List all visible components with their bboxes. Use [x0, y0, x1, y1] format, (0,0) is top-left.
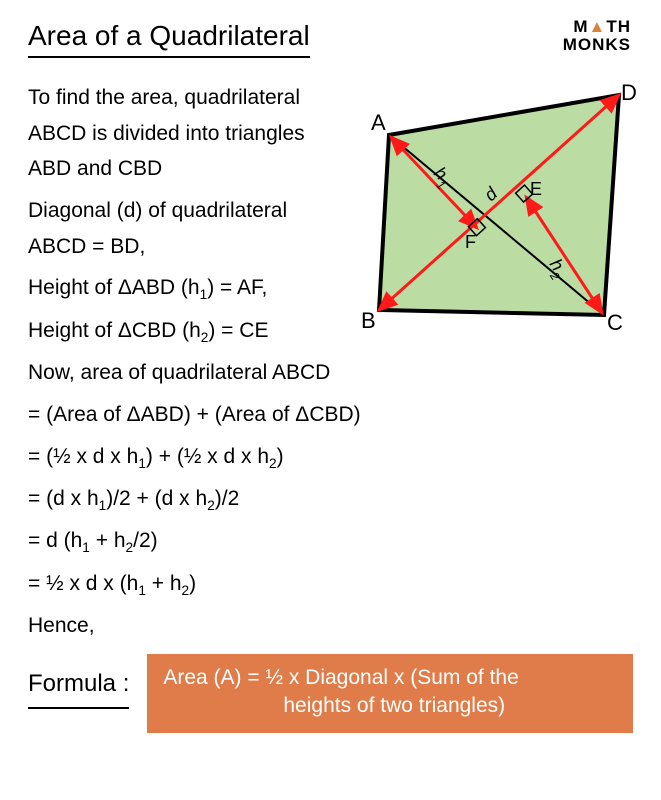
svg-text:D: D	[621, 80, 637, 105]
svg-text:B: B	[361, 308, 376, 333]
formula-line2: heights of two triangles)	[163, 692, 617, 720]
eq4: = d (h1 + h2/2)	[28, 523, 633, 559]
eq1: = (Area of ΔABD) + (Area of ΔCBD)	[28, 397, 633, 433]
page-title: Area of a Quadrilateral	[28, 20, 310, 58]
logo: M▲TH MONKS	[563, 18, 631, 54]
svg-text:F: F	[465, 232, 476, 252]
formula-box: Area (A) = ½ x Diagonal x (Sum of the he…	[147, 654, 633, 733]
logo-triangle-icon: ▲	[589, 17, 607, 36]
formula-line1: Area (A) = ½ x Diagonal x (Sum of the	[163, 664, 617, 692]
eq5: = ½ x d x (h1 + h2)	[28, 566, 633, 602]
diagonal-text: Diagonal (d) of quadrilateral ABCD = BD,	[28, 193, 348, 264]
eq2: = (½ x d x h1) + (½ x d x h2)	[28, 439, 633, 475]
intro-text: To find the area, quadrilateral ABCD is …	[28, 80, 328, 187]
formula-label: Formula :	[28, 664, 129, 709]
svg-text:E: E	[530, 179, 542, 199]
hence-text: Hence,	[28, 608, 633, 644]
logo-m: M	[573, 17, 588, 36]
svg-text:A: A	[371, 110, 386, 135]
svg-text:C: C	[607, 310, 623, 335]
logo-monks: MONKS	[563, 36, 631, 54]
logo-th: TH	[606, 17, 631, 36]
formula-row: Formula : Area (A) = ½ x Diagonal x (Sum…	[28, 654, 633, 733]
area-intro: Now, area of quadrilateral ABCD	[28, 355, 633, 391]
eq3: = (d x h1)/2 + (d x h2)/2	[28, 481, 633, 517]
quadrilateral-diagram: A B C D E F h1 d h2	[349, 70, 639, 350]
